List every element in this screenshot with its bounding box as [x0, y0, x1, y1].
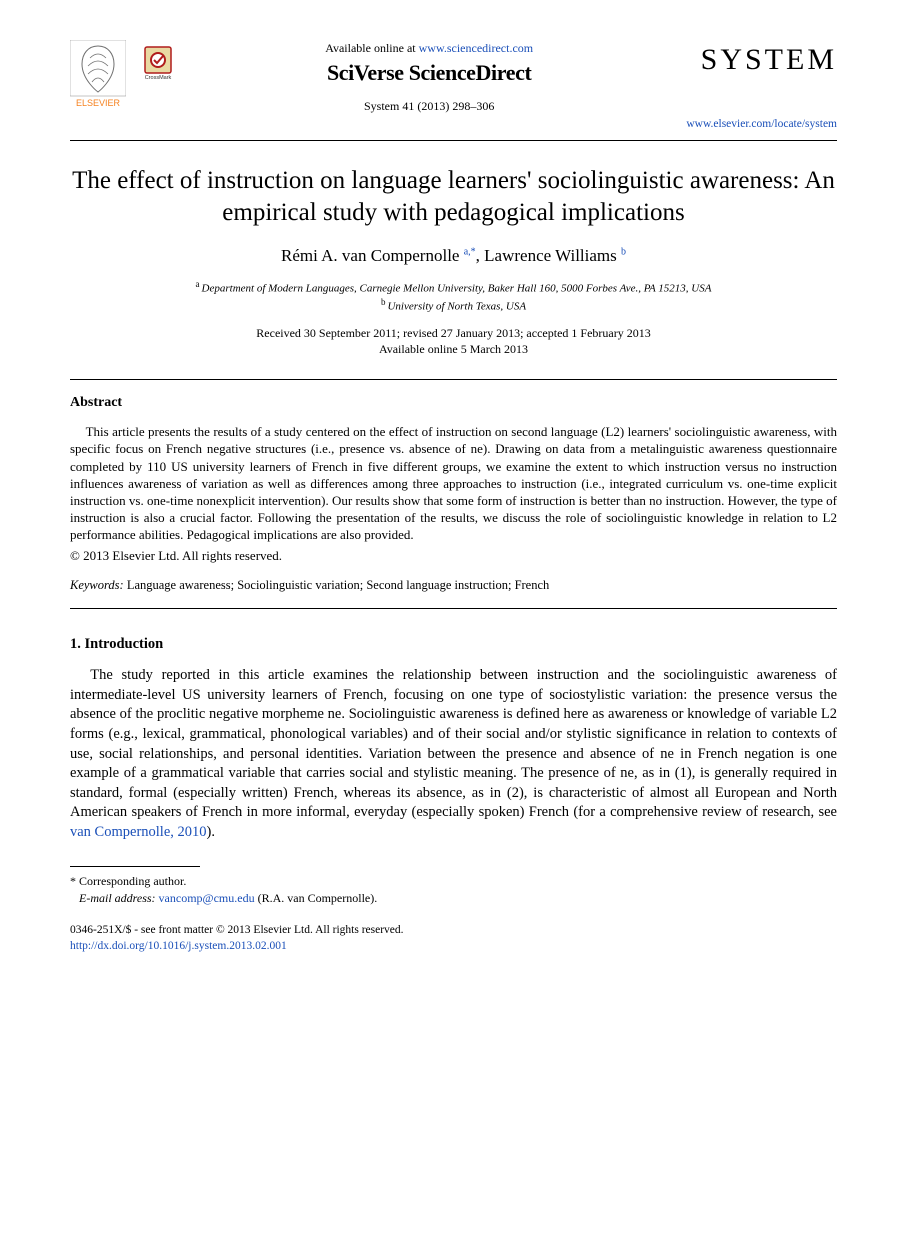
corresponding-line: * Corresponding author.: [70, 873, 837, 889]
email-line: E-mail address: vancomp@cmu.edu (R.A. va…: [70, 890, 837, 906]
author-affil-marker[interactable]: a,*: [464, 246, 476, 257]
doi-block: 0346-251X/$ - see front matter © 2013 El…: [70, 922, 837, 954]
author-list: Rémi A. van Compernolle a,*, Lawrence Wi…: [70, 245, 837, 268]
citation-link[interactable]: van Compernolle, 2010: [70, 824, 207, 840]
article-dates: Received 30 September 2011; revised 27 J…: [70, 325, 837, 357]
author-name: Lawrence Williams: [484, 246, 617, 265]
email-label: E-mail address:: [79, 891, 156, 905]
article-title: The effect of instruction on language le…: [70, 165, 837, 229]
keywords-label: Keywords:: [70, 578, 124, 592]
crossmark-badge[interactable]: CrossMark: [144, 40, 172, 87]
elsevier-logo: ELSEVIER: [70, 40, 126, 108]
header-center: Available online at www.sciencedirect.co…: [184, 40, 674, 114]
front-matter-line: 0346-251X/$ - see front matter © 2013 El…: [70, 922, 837, 938]
email-paren: (R.A. van Compernolle).: [255, 891, 378, 905]
keywords: Keywords: Language awareness; Sociolingu…: [70, 577, 837, 594]
intro-text-post: ).: [207, 824, 215, 840]
copyright-line: © 2013 Elsevier Ltd. All rights reserved…: [70, 547, 837, 565]
introduction-body: The study reported in this article exami…: [70, 666, 837, 842]
elsevier-text: ELSEVIER: [76, 98, 121, 108]
abstract-body: This article presents the results of a s…: [70, 423, 837, 543]
affiliations: aDepartment of Modern Languages, Carnegi…: [70, 278, 837, 315]
sciencedirect-link[interactable]: www.sciencedirect.com: [419, 41, 534, 55]
footnote-rule: [70, 866, 200, 867]
abstract-heading: Abstract: [70, 394, 837, 413]
footnote-text: Corresponding author.: [76, 874, 186, 888]
affiliation-text: Department of Modern Languages, Carnegie…: [202, 283, 712, 295]
header-left: ELSEVIER CrossMark: [70, 40, 172, 108]
author-name: Rémi A. van Compernolle: [281, 246, 459, 265]
citation-line: System 41 (2013) 298–306: [184, 98, 674, 114]
author-affil-marker[interactable]: b: [621, 246, 626, 257]
journal-header: ELSEVIER CrossMark Available online at w…: [70, 40, 837, 141]
divider: [70, 608, 837, 609]
sciencedirect-logo: SciVerse ScienceDirect: [184, 58, 674, 88]
author-sep: ,: [476, 246, 485, 265]
abstract-text: This article presents the results of a s…: [70, 423, 837, 543]
affiliation: aDepartment of Modern Languages, Carnegi…: [70, 278, 837, 297]
intro-paragraph: The study reported in this article exami…: [70, 666, 837, 842]
journal-name: SYSTEM: [686, 40, 837, 81]
available-online-line: Available online at www.sciencedirect.co…: [184, 40, 674, 56]
divider: [70, 379, 837, 380]
intro-text: The study reported in this article exami…: [70, 667, 837, 820]
available-prefix: Available online at: [325, 41, 418, 55]
author: Rémi A. van Compernolle a,*: [281, 246, 476, 265]
header-right: SYSTEM www.elsevier.com/locate/system: [686, 40, 837, 132]
dates-line1: Received 30 September 2011; revised 27 J…: [70, 325, 837, 341]
corresponding-author-footnote: * Corresponding author. E-mail address: …: [70, 873, 837, 905]
affiliation: bUniversity of North Texas, USA: [70, 296, 837, 315]
doi-link[interactable]: http://dx.doi.org/10.1016/j.system.2013.…: [70, 940, 287, 952]
section-heading: 1. Introduction: [70, 635, 837, 655]
journal-homepage-link[interactable]: www.elsevier.com/locate/system: [686, 117, 837, 133]
keywords-text: Language awareness; Sociolinguistic vari…: [124, 578, 550, 592]
author: Lawrence Williams b: [484, 246, 626, 265]
author-email-link[interactable]: vancomp@cmu.edu: [159, 891, 255, 905]
dates-line2: Available online 5 March 2013: [70, 341, 837, 357]
affiliation-text: University of North Texas, USA: [387, 301, 526, 313]
crossmark-text: CrossMark: [145, 75, 172, 80]
